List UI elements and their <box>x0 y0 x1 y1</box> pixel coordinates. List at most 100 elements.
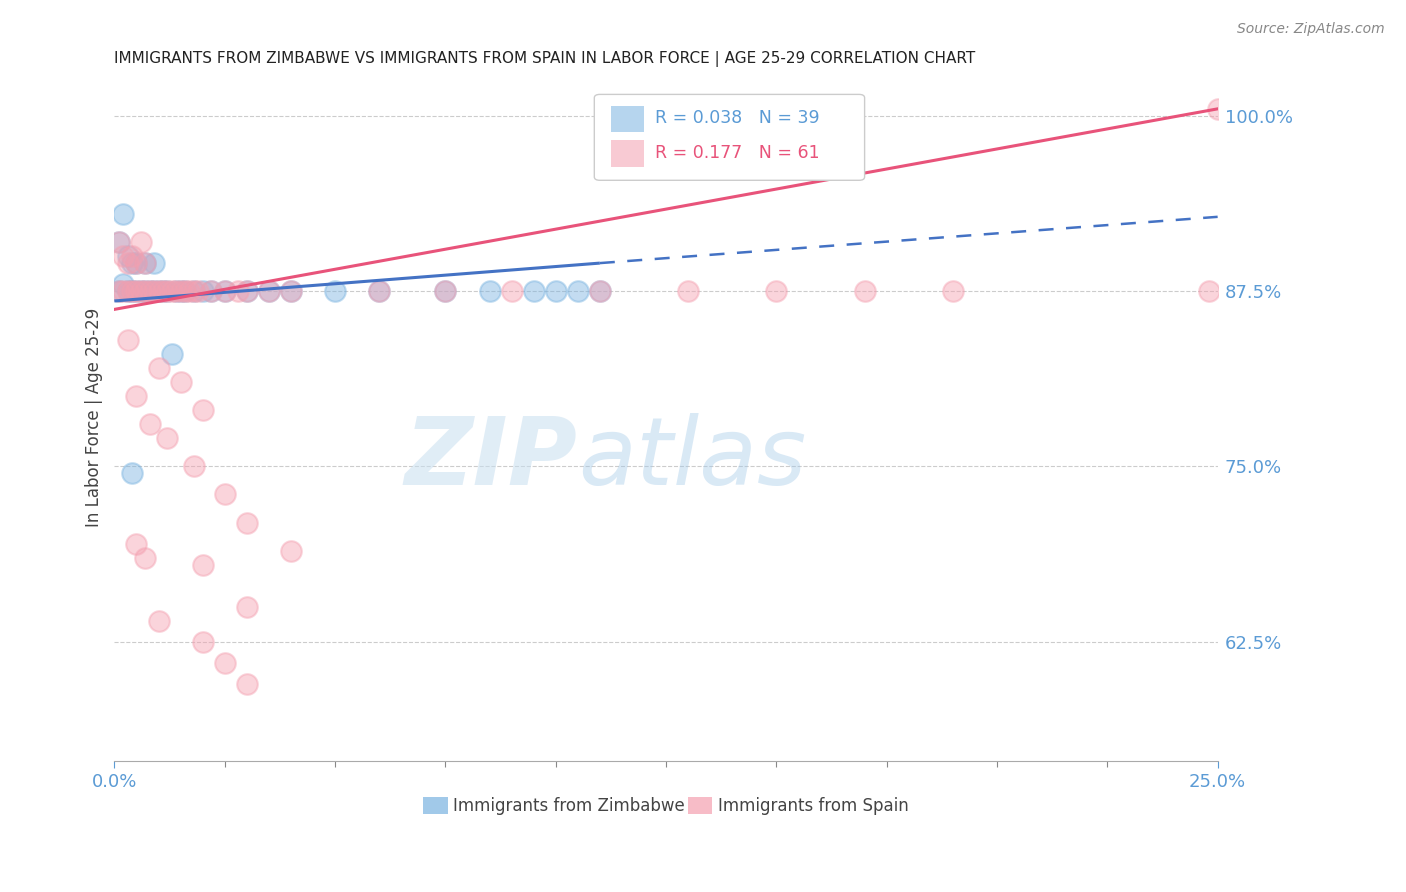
Point <box>121 249 143 263</box>
Point <box>134 256 156 270</box>
Point <box>183 459 205 474</box>
Point <box>117 249 139 263</box>
Point <box>129 284 152 298</box>
FancyBboxPatch shape <box>610 106 644 132</box>
Point <box>191 634 214 648</box>
Text: Immigrants from Spain: Immigrants from Spain <box>718 797 908 814</box>
Point <box>143 284 166 298</box>
Point <box>1206 102 1229 116</box>
Point <box>112 207 135 221</box>
Point <box>112 277 135 292</box>
Text: Immigrants from Zimbabwe: Immigrants from Zimbabwe <box>453 797 685 814</box>
Point <box>108 284 131 298</box>
Point <box>191 284 214 298</box>
Y-axis label: In Labor Force | Age 25-29: In Labor Force | Age 25-29 <box>86 308 103 527</box>
Point <box>125 256 148 270</box>
Point <box>156 284 179 298</box>
Point <box>108 235 131 249</box>
Point <box>156 284 179 298</box>
Point <box>179 284 201 298</box>
Point <box>942 284 965 298</box>
Point <box>160 347 183 361</box>
Point <box>434 284 457 298</box>
Point <box>125 284 148 298</box>
Point <box>765 284 787 298</box>
Point <box>214 284 236 298</box>
Point <box>143 284 166 298</box>
Point <box>108 235 131 249</box>
Text: IMMIGRANTS FROM ZIMBABWE VS IMMIGRANTS FROM SPAIN IN LABOR FORCE | AGE 25-29 COR: IMMIGRANTS FROM ZIMBABWE VS IMMIGRANTS F… <box>114 51 976 67</box>
Point <box>148 361 170 376</box>
Point <box>148 284 170 298</box>
Point <box>434 284 457 298</box>
Point <box>169 284 191 298</box>
Point <box>567 284 589 298</box>
Point <box>226 284 249 298</box>
Text: R = 0.038   N = 39: R = 0.038 N = 39 <box>655 110 820 128</box>
Point <box>236 599 259 614</box>
FancyBboxPatch shape <box>688 797 713 814</box>
Point <box>280 284 302 298</box>
Point <box>169 284 191 298</box>
Point <box>280 543 302 558</box>
Point <box>138 284 160 298</box>
Point <box>589 284 612 298</box>
Point <box>368 284 391 298</box>
Point <box>523 284 546 298</box>
FancyBboxPatch shape <box>595 95 865 180</box>
Point <box>121 467 143 481</box>
Point <box>183 284 205 298</box>
Point <box>152 284 174 298</box>
Text: Source: ZipAtlas.com: Source: ZipAtlas.com <box>1237 22 1385 37</box>
Point <box>214 284 236 298</box>
Point <box>478 284 501 298</box>
Point <box>148 284 170 298</box>
Point <box>108 284 131 298</box>
Point <box>125 536 148 550</box>
Point <box>191 403 214 417</box>
Point <box>125 284 148 298</box>
Point <box>121 256 143 270</box>
Point <box>112 284 135 298</box>
Point <box>214 656 236 670</box>
Point <box>117 256 139 270</box>
Point <box>589 284 612 298</box>
Point <box>125 389 148 403</box>
Point <box>169 376 191 390</box>
Point <box>134 550 156 565</box>
Point <box>117 284 139 298</box>
Point <box>214 487 236 501</box>
Point <box>125 256 148 270</box>
Point <box>117 333 139 347</box>
Point <box>191 558 214 572</box>
Point <box>121 284 143 298</box>
Point <box>117 284 139 298</box>
Point <box>236 284 259 298</box>
Text: ZIP: ZIP <box>405 413 578 505</box>
Point <box>676 284 699 298</box>
Point <box>143 256 166 270</box>
Point <box>129 284 152 298</box>
Point <box>187 284 209 298</box>
Point <box>138 417 160 432</box>
FancyBboxPatch shape <box>610 140 644 167</box>
Point <box>160 284 183 298</box>
Point <box>183 284 205 298</box>
Point <box>200 284 222 298</box>
Point <box>853 284 876 298</box>
Point <box>152 284 174 298</box>
Point <box>280 284 302 298</box>
Point <box>121 284 143 298</box>
Point <box>236 516 259 530</box>
Point <box>544 284 567 298</box>
Point <box>165 284 187 298</box>
Text: atlas: atlas <box>578 413 806 504</box>
Point <box>129 235 152 249</box>
Point <box>236 284 259 298</box>
Point <box>148 614 170 628</box>
Point <box>134 256 156 270</box>
Point <box>174 284 197 298</box>
Point <box>138 284 160 298</box>
Point <box>501 284 523 298</box>
Point <box>134 284 156 298</box>
